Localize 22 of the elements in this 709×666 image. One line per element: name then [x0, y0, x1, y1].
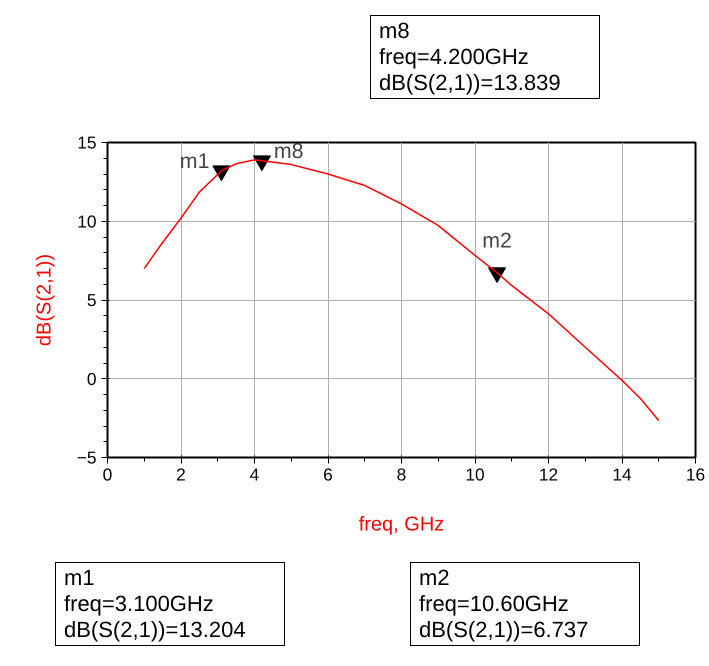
text: m2 freq=10.60GHz dB(S(2,1))=6.737: [419, 565, 588, 643]
text: m1 freq=3.100GHz dB(S(2,1))=13.204: [64, 565, 246, 643]
x-tick-label: 16: [686, 464, 706, 484]
text: m8 freq=4.200GHz dB(S(2,1))=13.839: [379, 18, 561, 96]
annotation: m1: [180, 148, 210, 173]
x-tick-label: 4: [250, 464, 260, 484]
annotation: m2: [482, 228, 512, 253]
y-tick-label: 15: [77, 132, 97, 152]
x-tick-label: 8: [396, 464, 406, 484]
y-tick-label: 10: [77, 211, 97, 232]
x-axis-title: freq, GHz: [358, 514, 444, 536]
y-tick-label: 5: [86, 290, 97, 310]
x-tick-label: 0: [102, 464, 112, 484]
x-tick-label: 2: [176, 464, 186, 484]
y-tick-label: −5: [76, 448, 97, 468]
x-tick-label: 12: [538, 464, 558, 484]
x-tick-label: 6: [323, 464, 333, 484]
annotation: m8: [274, 138, 304, 163]
y-axis-title: dB(S(2,1)): [34, 254, 56, 346]
x-tick-label: 10: [465, 464, 485, 484]
x-tick-label: 14: [612, 464, 632, 484]
y-tick-label: 0: [86, 368, 97, 389]
